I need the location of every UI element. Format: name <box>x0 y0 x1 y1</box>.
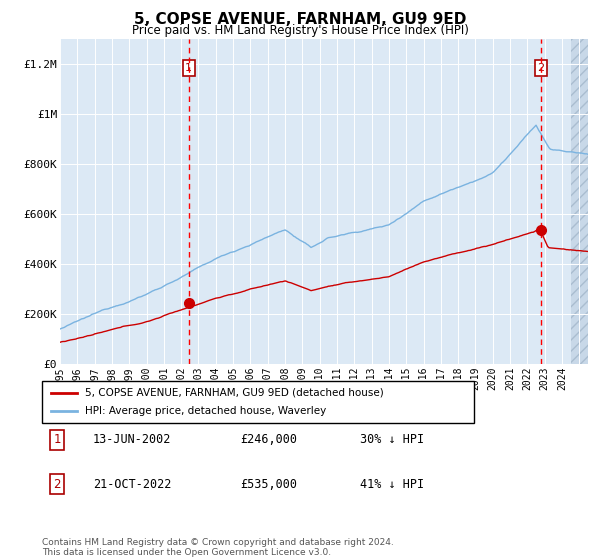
Text: 1: 1 <box>53 433 61 446</box>
Text: 41% ↓ HPI: 41% ↓ HPI <box>360 478 424 491</box>
Text: Price paid vs. HM Land Registry's House Price Index (HPI): Price paid vs. HM Land Registry's House … <box>131 24 469 36</box>
Text: 30% ↓ HPI: 30% ↓ HPI <box>360 433 424 446</box>
Text: Contains HM Land Registry data © Crown copyright and database right 2024.
This d: Contains HM Land Registry data © Crown c… <box>42 538 394 557</box>
Text: 1: 1 <box>185 63 192 73</box>
Text: 13-JUN-2002: 13-JUN-2002 <box>93 433 172 446</box>
Text: 2: 2 <box>538 63 545 73</box>
FancyBboxPatch shape <box>42 381 474 423</box>
Text: £535,000: £535,000 <box>240 478 297 491</box>
Text: 21-OCT-2022: 21-OCT-2022 <box>93 478 172 491</box>
Text: £246,000: £246,000 <box>240 433 297 446</box>
Bar <box>571 39 588 364</box>
Text: HPI: Average price, detached house, Waverley: HPI: Average price, detached house, Wave… <box>85 406 326 416</box>
Text: 5, COPSE AVENUE, FARNHAM, GU9 9ED: 5, COPSE AVENUE, FARNHAM, GU9 9ED <box>134 12 466 27</box>
Text: 5, COPSE AVENUE, FARNHAM, GU9 9ED (detached house): 5, COPSE AVENUE, FARNHAM, GU9 9ED (detac… <box>85 388 384 398</box>
Text: 2: 2 <box>53 478 61 491</box>
